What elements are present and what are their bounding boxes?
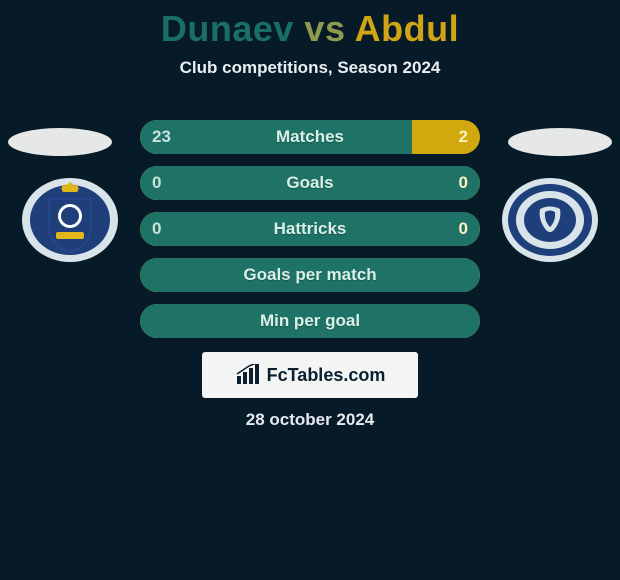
stat-label: Goals xyxy=(140,166,480,200)
title: Dunaev vs Abdul xyxy=(0,0,620,50)
date-text: 28 october 2024 xyxy=(0,410,620,430)
title-player2: Abdul xyxy=(355,8,459,49)
stat-bar: Goals per match xyxy=(140,258,480,292)
stat-bar: Min per goal xyxy=(140,304,480,338)
player1-silhouette xyxy=(8,128,112,156)
comparison-bars: 232Matches 00Goals 00Hattricks Goals per ma… xyxy=(140,120,480,350)
subtitle: Club competitions, Season 2024 xyxy=(0,58,620,78)
bar-chart-icon xyxy=(235,364,261,386)
stat-label: Goals per match xyxy=(140,258,480,292)
comparison-card: Dunaev vs Abdul Club competitions, Seaso… xyxy=(0,0,620,580)
title-player1: Dunaev xyxy=(161,8,294,49)
stat-label: Matches xyxy=(140,120,480,154)
stat-bar: 232Matches xyxy=(140,120,480,154)
fctables-logo: FcTables.com xyxy=(202,352,418,398)
stat-bar: 00Goals xyxy=(140,166,480,200)
player2-silhouette xyxy=(508,128,612,156)
club-crest-left xyxy=(20,176,120,264)
stat-label: Min per goal xyxy=(140,304,480,338)
fctables-text: FcTables.com xyxy=(267,365,386,386)
stat-bar: 00Hattricks xyxy=(140,212,480,246)
club-crest-right xyxy=(500,176,600,264)
title-vs: vs xyxy=(304,8,345,49)
stat-label: Hattricks xyxy=(140,212,480,246)
